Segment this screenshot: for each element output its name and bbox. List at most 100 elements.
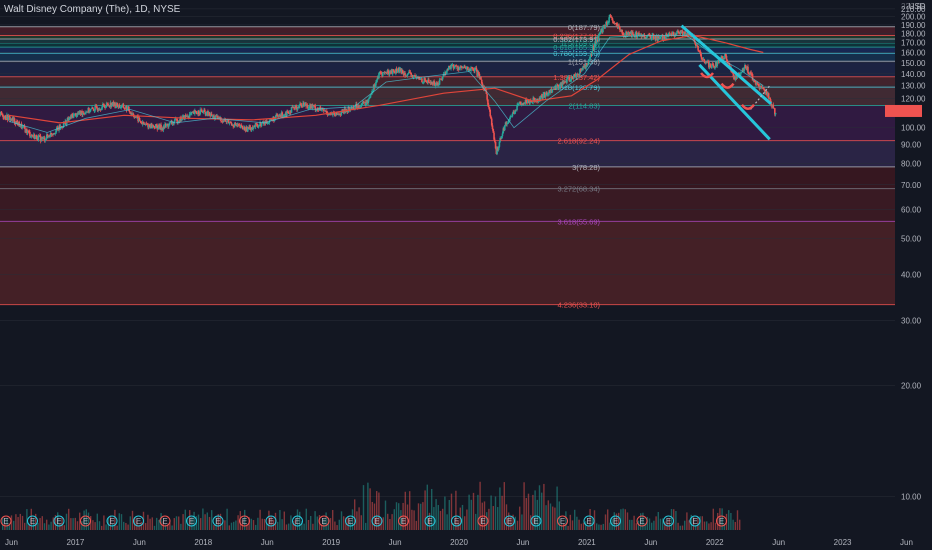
candle-body (29, 132, 31, 136)
volume-bar (528, 494, 529, 530)
volume-bar (336, 525, 337, 530)
volume-bar (262, 519, 263, 530)
volume-bar (730, 513, 731, 530)
volume-bar (449, 500, 450, 530)
volume-bar (574, 510, 575, 530)
fib-level-label: 3.272(68.34) (557, 185, 600, 194)
candle-body (139, 118, 141, 121)
volume-bar (526, 498, 527, 530)
volume-bar (475, 514, 476, 530)
volume-bar (649, 518, 650, 530)
y-tick-label: 160.00 (901, 48, 926, 57)
volume-bar (486, 512, 487, 530)
volume-bar (50, 522, 51, 530)
fib-level-label: 2(114.83) (568, 102, 600, 111)
volume-bar (735, 522, 736, 530)
candle-body (604, 26, 606, 28)
candle-body (31, 135, 33, 136)
earnings-marker-label: E (242, 517, 247, 526)
y-tick-label: 50.00 (901, 235, 922, 244)
x-tick-label: Jun (772, 538, 785, 547)
candle-body (153, 125, 155, 126)
y-tick-label: 170.00 (901, 39, 926, 48)
volume-bar (587, 526, 588, 530)
fib-band (0, 35, 895, 39)
volume-bar (200, 518, 201, 530)
volume-bar (422, 502, 423, 530)
candle-body (700, 54, 702, 57)
volume-bar (68, 509, 69, 530)
earnings-marker-label: E (533, 517, 538, 526)
candle-body (726, 56, 728, 60)
volume-bar (631, 520, 632, 530)
volume-bar (365, 523, 366, 530)
candle-body (756, 82, 758, 83)
volume-bar (279, 510, 280, 530)
volume-bar (253, 520, 254, 530)
candle-body (90, 109, 92, 111)
y-tick-label: 40.00 (901, 270, 922, 279)
candle-body (442, 77, 444, 80)
volume-bar (176, 516, 177, 530)
volume-bar (438, 505, 439, 530)
volume-bar (468, 495, 469, 530)
earnings-marker-label: E (348, 517, 353, 526)
volume-bar (383, 517, 384, 530)
volume-bar (444, 497, 445, 530)
volume-bar (367, 483, 368, 530)
volume-bar (255, 525, 256, 530)
earnings-marker-label: E (3, 517, 8, 526)
volume-bar (145, 523, 146, 530)
volume-bar (490, 495, 491, 530)
earnings-marker-label: E (719, 517, 724, 526)
candle-body (258, 126, 260, 127)
volume-bar (600, 525, 601, 530)
volume-bar (224, 520, 225, 530)
candle-body (488, 105, 490, 107)
volume-bar (521, 514, 522, 530)
volume-bar (132, 511, 133, 530)
volume-bar (66, 514, 67, 530)
volume-bar (471, 500, 472, 530)
earnings-marker-label: E (480, 517, 485, 526)
current-price-tag (885, 105, 922, 117)
volume-bar (310, 516, 311, 530)
volume-bar (451, 494, 452, 530)
volume-bar (576, 517, 577, 530)
candle-body (404, 73, 406, 76)
candle-body (428, 80, 430, 83)
volume-bar (42, 516, 43, 530)
volume-bar (180, 524, 181, 530)
volume-bar (75, 518, 76, 530)
candle-body (123, 104, 125, 108)
volume-bar (627, 512, 628, 530)
candle-body (117, 103, 119, 106)
x-tick-label: 2017 (67, 538, 85, 547)
x-tick-label: 2021 (578, 538, 596, 547)
volume-bar (581, 524, 582, 530)
volume-bar (154, 526, 155, 530)
volume-bar (541, 493, 542, 530)
x-tick-label: 2018 (194, 538, 212, 547)
candle-body (747, 67, 749, 73)
volume-bar (543, 484, 544, 530)
volume-bar (387, 514, 388, 530)
volume-bar (515, 517, 516, 530)
volume-bar (229, 525, 230, 530)
earnings-marker-label: E (454, 517, 459, 526)
candle-body (553, 89, 555, 90)
candle-body (370, 95, 372, 98)
fib-band (0, 39, 895, 43)
earnings-marker-label: E (374, 517, 379, 526)
earnings-marker-label: E (83, 517, 88, 526)
volume-bar (501, 496, 502, 530)
volume-bar (46, 520, 47, 530)
volume-bar (658, 512, 659, 530)
candle-body (512, 114, 514, 117)
volume-bar (554, 508, 555, 530)
y-tick-label: 150.00 (901, 59, 926, 68)
earnings-marker-label: E (56, 517, 61, 526)
candle-body (621, 30, 623, 34)
volume-bar (578, 520, 579, 530)
